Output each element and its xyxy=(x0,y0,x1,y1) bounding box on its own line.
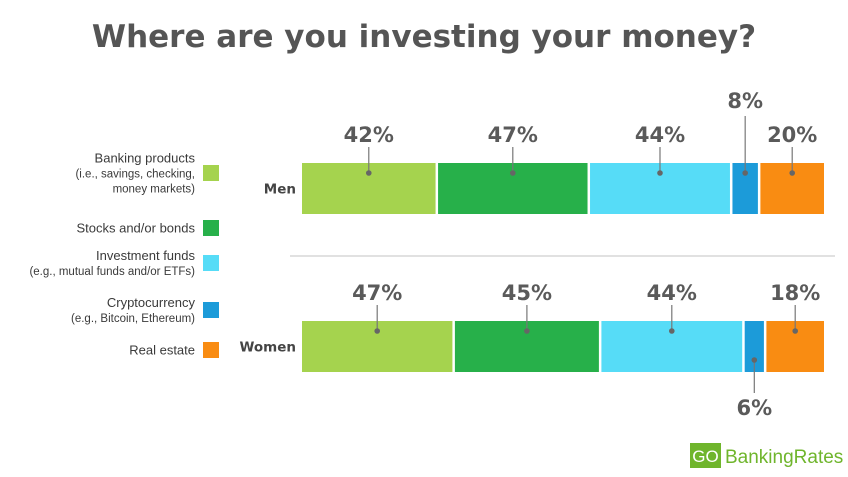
label-dot xyxy=(374,328,381,334)
brand-logo: GO BankingRates xyxy=(690,443,843,468)
legend-sublabel: (i.e., savings, checking, xyxy=(75,169,195,181)
data-label: 47% xyxy=(488,123,538,147)
legend-swatch xyxy=(203,302,219,318)
row-men: Men 42% 47% 44% 8%20% xyxy=(264,89,824,214)
brand-go-text: GO xyxy=(692,447,718,466)
data-label: 44% xyxy=(635,123,685,147)
data-label: 45% xyxy=(502,281,552,305)
data-label: 20% xyxy=(767,123,817,147)
row-women: Women 47% 45% 44% 6% 18% xyxy=(239,281,824,420)
legend-label: Real estate xyxy=(129,343,195,358)
chart-title: Where are you investing your money? xyxy=(92,19,756,55)
label-dot xyxy=(742,170,748,176)
legend-label: Investment funds xyxy=(96,248,195,263)
label-dot xyxy=(751,357,758,363)
legend-sublabel: (e.g., Bitcoin, Ethereum) xyxy=(71,313,195,325)
row-label: Men xyxy=(264,182,296,198)
label-dot xyxy=(657,170,663,176)
data-label: 47% xyxy=(352,281,402,305)
label-dot xyxy=(524,328,530,334)
legend-sublabel: money markets) xyxy=(113,184,196,196)
legend-swatch xyxy=(203,342,219,358)
legend-label: Stocks and/or bonds xyxy=(76,221,195,236)
label-dot xyxy=(509,170,516,176)
brand-name-text: BankingRates xyxy=(725,447,843,468)
data-label: 6% xyxy=(736,396,772,420)
stacked-bars: Men 42% 47% 44% 8%20% Women 47% 45% 44% 6% 18% xyxy=(239,89,824,420)
legend-item: Banking products (i.e., savings, checking… xyxy=(75,151,219,196)
data-label: 18% xyxy=(770,281,820,305)
label-dot xyxy=(792,328,798,334)
data-label: 42% xyxy=(344,123,394,147)
legend-sublabel: (e.g., mutual funds and/or ETFs) xyxy=(29,266,195,278)
data-label: 44% xyxy=(647,281,697,305)
legend-item: Cryptocurrency (e.g., Bitcoin, Ethereum) xyxy=(71,295,219,325)
brand-go-box xyxy=(690,443,721,468)
label-dot xyxy=(365,170,372,176)
legend-label: Cryptocurrency xyxy=(107,295,196,310)
data-label: 8% xyxy=(727,89,763,113)
legend-swatch xyxy=(203,220,219,236)
legend-item: Stocks and/or bonds xyxy=(76,220,219,236)
legend-item: Investment funds (e.g., mutual funds and/… xyxy=(29,248,219,278)
legend-swatch xyxy=(203,255,219,271)
label-dot xyxy=(669,328,675,334)
bar-segment xyxy=(744,321,764,372)
row-label: Women xyxy=(239,340,296,356)
legend-item: Real estate xyxy=(129,342,219,358)
legend-swatch xyxy=(203,165,219,181)
legend-label: Banking products xyxy=(95,151,196,166)
legend: Banking products (i.e., savings, checking… xyxy=(29,151,219,358)
label-dot xyxy=(789,170,795,176)
